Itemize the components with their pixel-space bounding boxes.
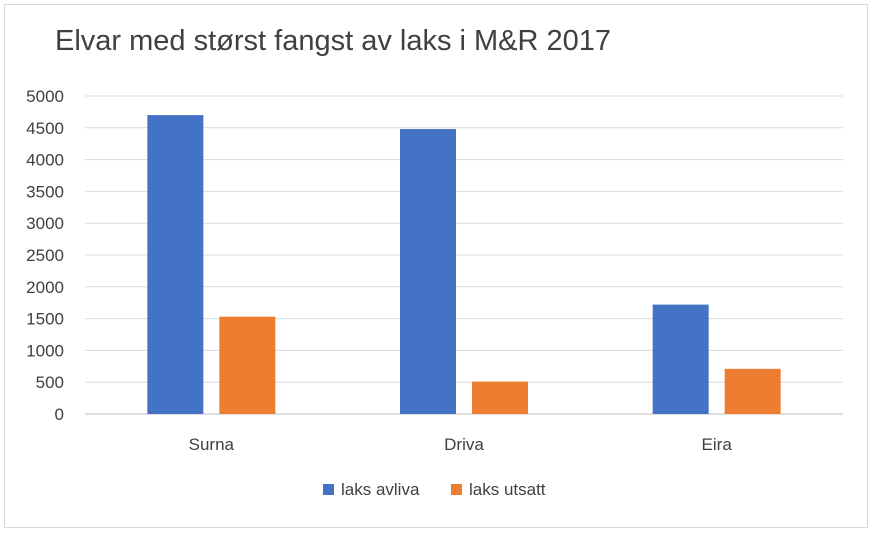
bar-driva-laks-avliva [400,129,456,414]
bar-eira-laks-utsatt [724,368,781,414]
bar-eira-laks-avliva [652,304,709,414]
y-tick-label: 4000 [26,151,64,170]
legend-swatch [323,484,334,495]
x-category-label: Eira [702,435,733,454]
y-tick-label: 4500 [26,119,64,138]
bar-surna-laks-avliva [147,115,204,414]
y-tick-label: 2000 [26,278,64,297]
y-tick-label: 3500 [26,182,64,201]
y-tick-label: 0 [55,405,64,424]
y-tick-label: 1500 [26,310,64,329]
legend-swatch [451,484,462,495]
legend-label: laks avliva [341,480,420,499]
x-category-label: Driva [444,435,484,454]
x-category-label: Surna [189,435,235,454]
bar-driva-laks-utsatt [472,381,528,414]
bar-surna-laks-utsatt [219,316,276,414]
y-tick-label: 2500 [26,246,64,265]
y-tick-label: 5000 [26,87,64,106]
y-tick-label: 3000 [26,214,64,233]
chart-title: Elvar med størst fangst av laks i M&R 20… [55,25,612,57]
legend-label: laks utsatt [469,480,546,499]
y-tick-label: 1000 [26,341,64,360]
y-tick-label: 500 [36,373,64,392]
